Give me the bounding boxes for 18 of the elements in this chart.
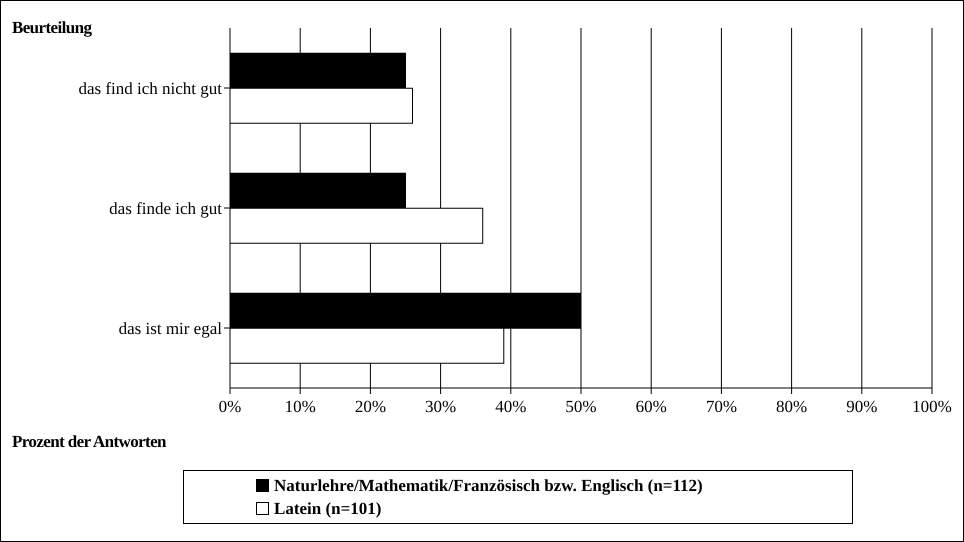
y-tick-label: das find ich nicht gut [78, 79, 222, 98]
y-tick-label: das ist mir egal [118, 319, 222, 338]
x-tick-label: 80% [776, 397, 808, 416]
x-tick-label: 70% [706, 397, 737, 416]
x-tick-label: 40% [495, 397, 526, 416]
x-tick-label: 0% [218, 397, 242, 416]
y-tick-label: das finde ich gut [109, 199, 222, 218]
x-tick-label: 90% [846, 397, 878, 416]
y-axis-title: Beurteilung [12, 18, 92, 38]
x-tick-label: 30% [425, 397, 456, 416]
x-tick-label: 50% [565, 397, 597, 416]
x-tick-label: 60% [636, 397, 667, 416]
x-tick-label: 10% [284, 397, 316, 416]
x-tick-label: 100% [912, 397, 952, 416]
x-tick-label: 20% [354, 397, 386, 416]
legend-label: Naturlehre/Mathematik/Französisch bzw. Englisch (n=112) [274, 476, 703, 496]
x-axis-title: Prozent der Antworten [12, 432, 166, 452]
legend-label: Latein (n=101) [274, 498, 382, 518]
